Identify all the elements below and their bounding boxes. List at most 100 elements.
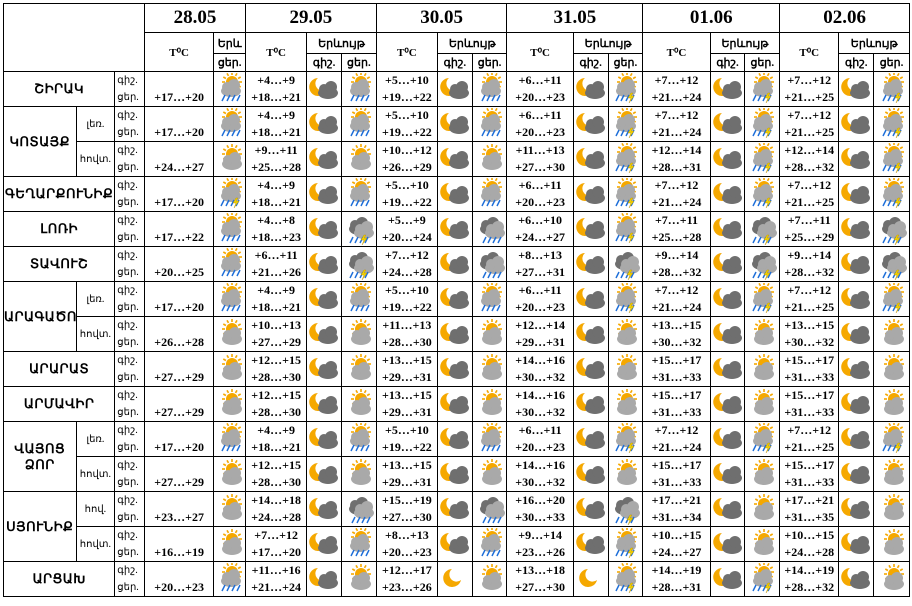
night-day-labels: գիշ. ցեր. bbox=[114, 491, 145, 527]
temperature-cell: +17…+21 +31…+35 bbox=[779, 491, 840, 527]
weather-header: Երև bbox=[213, 32, 247, 54]
sun-cloud-storm-icon bbox=[607, 106, 644, 142]
night-temp: +7…+12 bbox=[654, 283, 699, 297]
day-temp: +29…+31 bbox=[382, 370, 432, 384]
moon-icon bbox=[572, 561, 609, 597]
sun-cloud-rain-icon bbox=[213, 71, 247, 107]
night-temp: +4…+9 bbox=[257, 108, 295, 122]
night-temp bbox=[145, 563, 212, 580]
night-temp: +6…+11 bbox=[518, 178, 562, 192]
night-temp: +13…+15 bbox=[784, 318, 835, 332]
region-row: ՏԱՎՈՒՇ գիշ. ցեր. +20…+25 +6…+11 +21…+26 +7…+12… bbox=[2, 246, 910, 282]
moon-cloud-icon bbox=[572, 281, 609, 317]
day-temp: +24…+28 bbox=[784, 545, 835, 559]
sun-cloud-icon bbox=[873, 316, 910, 352]
moon-cloud-icon bbox=[572, 106, 609, 142]
temperature-cell: +7…+12 +21…+25 bbox=[779, 71, 840, 107]
night-label: գիշ. bbox=[117, 250, 138, 261]
night-temp: +6…+11 bbox=[518, 423, 562, 437]
night-temp: +7…+11 bbox=[787, 213, 831, 227]
night-temp bbox=[145, 458, 212, 475]
temperature-cell: +20…+25 bbox=[143, 246, 215, 282]
temperature-cell: +16…+19 bbox=[143, 526, 215, 562]
subregion-label: հովտ. bbox=[75, 526, 116, 562]
temperature-cell: +5…+9 +20…+24 bbox=[375, 211, 439, 247]
moon-cloud-icon bbox=[437, 386, 473, 422]
temperature-cell: +7…+12 +21…+24 bbox=[642, 281, 711, 317]
temperature-cell: +14…+16 +30…+32 bbox=[506, 456, 574, 492]
temperature-cell: +13…+15 +29…+31 bbox=[375, 456, 439, 492]
region-name: ՏԱՎՈՒՇ bbox=[2, 246, 116, 282]
sun-cloud-icon bbox=[471, 351, 508, 387]
temperature-cell: +6…+11 +21…+26 bbox=[245, 246, 308, 282]
temperature-cell: +12…+14 +29…+31 bbox=[506, 316, 574, 352]
day-temp: +30…+32 bbox=[515, 405, 565, 419]
day-temp: +20…+23 bbox=[515, 90, 565, 104]
temp-header: T⁰C bbox=[506, 32, 574, 72]
cloud-rain-icon bbox=[341, 491, 377, 527]
sun-cloud-icon bbox=[873, 456, 910, 492]
night-temp: +7…+12 bbox=[787, 283, 832, 297]
night-temp: +5…+9 bbox=[388, 213, 426, 227]
moon-cloud-icon bbox=[572, 71, 609, 107]
sun-cloud-icon bbox=[471, 456, 508, 492]
region-row: ԱՐԱԳԱԾՈՏՆլեռ.գիշ. ցեր. +17…+20 +4…+9 +18…+21… bbox=[3, 281, 910, 352]
sun-cloud-rain-icon bbox=[471, 106, 508, 142]
night-temp: +8…+13 bbox=[385, 528, 429, 542]
moon-cloud-icon bbox=[709, 141, 746, 177]
night-temp: +4…+9 bbox=[257, 283, 295, 297]
day-temp: +27…+29 bbox=[154, 405, 204, 419]
moon-cloud-icon bbox=[437, 351, 473, 387]
night-temp: +13…+18 bbox=[515, 563, 565, 577]
day-temp: +19…+22 bbox=[382, 125, 432, 139]
night-temp: +16…+20 bbox=[515, 493, 565, 507]
night-temp: +10…+12 bbox=[382, 143, 432, 157]
temperature-cell: +12…+15 +28…+30 bbox=[245, 351, 308, 387]
sun-cloud-icon bbox=[607, 316, 644, 352]
sun-cloud-icon bbox=[607, 386, 644, 422]
temperature-cell: +7…+12 +21…+24 bbox=[642, 421, 711, 457]
day-temp: +20…+25 bbox=[154, 265, 204, 279]
night-temp: +7…+12 bbox=[254, 528, 298, 542]
day-temp: +26…+29 bbox=[382, 160, 432, 174]
sun-cloud-rain-icon bbox=[471, 421, 508, 457]
night-temp: +7…+12 bbox=[787, 73, 832, 87]
night-temp: +14…+16 bbox=[515, 458, 565, 472]
sun-cloud-storm-icon bbox=[873, 421, 910, 457]
night-day-labels: գիշ. ցեր. bbox=[114, 386, 145, 422]
night-temp: +4…+9 bbox=[257, 73, 295, 87]
night-temp: +9…+11 bbox=[254, 143, 298, 157]
temperature-cell: +15…+17 +31…+33 bbox=[779, 456, 840, 492]
sun-cloud-storm-icon bbox=[744, 176, 781, 212]
temperature-cell: +17…+21 +31…+34 bbox=[642, 491, 711, 527]
night-temp: +14…+16 bbox=[515, 353, 565, 367]
temperature-cell: +16…+20 +30…+33 bbox=[506, 491, 574, 527]
moon-cloud-icon bbox=[838, 421, 875, 457]
region-row: հովտ. գիշ. ցեր. +16…+19 +7…+12 +17…+20 +8…+13 +… bbox=[4, 526, 910, 562]
night-label: գիշ. bbox=[117, 425, 138, 436]
temperature-cell: +9…+14 +28…+32 bbox=[642, 246, 711, 282]
day-label: ցեր. bbox=[117, 442, 139, 453]
sun-cloud-rain-icon bbox=[471, 281, 508, 317]
sun-cloud-icon bbox=[873, 386, 910, 422]
night-temp: +4…+9 bbox=[257, 423, 295, 437]
night-temp: +5…+10 bbox=[385, 423, 429, 437]
night-temp: +7…+12 bbox=[654, 73, 699, 87]
sun-cloud-storm-icon bbox=[607, 71, 644, 107]
region-name: ՎԱՅՈՑ ՁՈՐ bbox=[3, 421, 77, 492]
temperature-cell: +15…+17 +31…+33 bbox=[779, 386, 840, 422]
day-label: ցեր. bbox=[117, 337, 139, 348]
moon-cloud-icon bbox=[838, 106, 875, 142]
moon-cloud-icon bbox=[572, 141, 609, 177]
temperature-cell: +24…+27 bbox=[143, 141, 215, 177]
moon-cloud-icon bbox=[306, 211, 342, 247]
moon-cloud-icon bbox=[572, 526, 609, 562]
temperature-cell: +5…+10 +19…+22 bbox=[375, 71, 439, 107]
moon-cloud-icon bbox=[709, 351, 746, 387]
moon-cloud-icon bbox=[437, 106, 473, 142]
day-temp: +24…+28 bbox=[251, 510, 301, 524]
night-day-labels: գիշ. ցեր. bbox=[114, 316, 145, 352]
night-temp: +15…+17 bbox=[651, 353, 702, 367]
day-temp: +21…+24 bbox=[651, 300, 702, 314]
night-temp: +7…+12 bbox=[787, 108, 832, 122]
